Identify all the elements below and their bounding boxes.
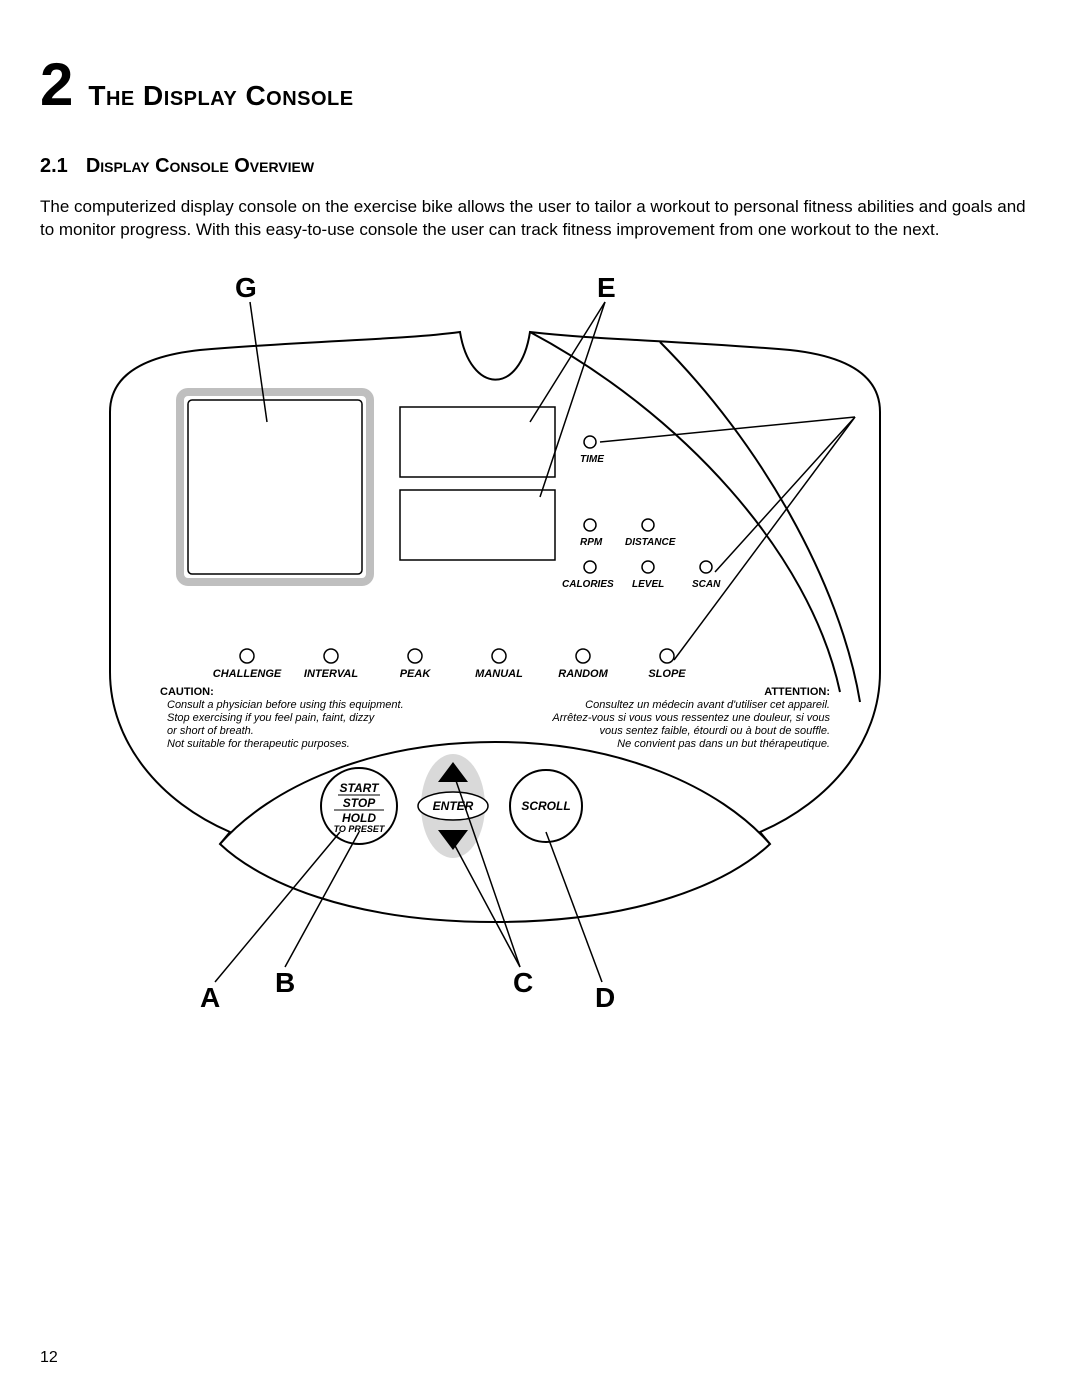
lower-readout [400, 490, 555, 560]
svg-text:ATTENTION:: ATTENTION: [764, 686, 830, 698]
svg-text:SCAN: SCAN [692, 579, 721, 590]
section-number: 2.1 [40, 155, 68, 177]
svg-text:Arrêtez-vous si vous vous ress: Arrêtez-vous si vous vous ressentez une … [551, 712, 830, 724]
svg-text:STOP: STOP [343, 796, 376, 810]
svg-text:TO PRESET: TO PRESET [334, 824, 386, 834]
section-heading: 2.1 Display Console Overview [40, 155, 1040, 178]
svg-text:PEAK: PEAK [400, 668, 432, 680]
body-paragraph: The computerized display console on the … [40, 196, 1040, 242]
svg-text:LEVEL: LEVEL [632, 579, 664, 590]
console-diagram: G E F A B C D TIME [40, 272, 1040, 1072]
svg-text:SLOPE: SLOPE [648, 668, 686, 680]
svg-text:vous sentez faible, étourdi ou: vous sentez faible, étourdi ou à bout de… [599, 725, 830, 737]
svg-text:DISTANCE: DISTANCE [625, 537, 676, 548]
page-number: 12 [40, 1349, 58, 1367]
upper-readout [400, 407, 555, 477]
svg-text:CALORIES: CALORIES [562, 579, 614, 590]
svg-text:CAUTION:: CAUTION: [160, 686, 214, 698]
svg-text:RANDOM: RANDOM [558, 668, 608, 680]
svg-text:Not suitable for therapeutic p: Not suitable for therapeutic purposes. [167, 738, 350, 750]
console-svg: TIME RPM DISTANCE CALORIES LEVEL SCAN [40, 272, 1040, 1072]
svg-text:Stop exercising if you feel pa: Stop exercising if you feel pain, faint,… [167, 712, 376, 724]
svg-text:CHALLENGE: CHALLENGE [213, 668, 282, 680]
chapter-heading: 2 The Display Console [40, 55, 1040, 115]
svg-text:INTERVAL: INTERVAL [304, 668, 358, 680]
chapter-title: The Display Console [88, 80, 353, 112]
svg-text:RPM: RPM [580, 537, 603, 548]
section-title: Display Console Overview [86, 155, 314, 177]
svg-text:START: START [340, 781, 381, 795]
svg-text:TIME: TIME [580, 454, 604, 465]
chapter-number: 2 [40, 55, 73, 115]
svg-text:Consultez un médecin avant d'u: Consultez un médecin avant d'utiliser ce… [585, 699, 830, 711]
scroll-button[interactable]: SCROLL [510, 770, 582, 842]
svg-text:ENTER: ENTER [433, 799, 474, 813]
svg-text:SCROLL: SCROLL [521, 799, 570, 813]
svg-text:or short of breath.: or short of breath. [167, 725, 254, 737]
manual-page: 2 The Display Console 2.1 Display Console… [0, 0, 1080, 1397]
svg-text:Consult a physician before usi: Consult a physician before using this eq… [167, 699, 404, 711]
svg-text:HOLD: HOLD [342, 811, 376, 825]
svg-text:Ne convient pas dans un but th: Ne convient pas dans un but thérapeutiqu… [617, 738, 830, 750]
svg-text:MANUAL: MANUAL [475, 668, 523, 680]
